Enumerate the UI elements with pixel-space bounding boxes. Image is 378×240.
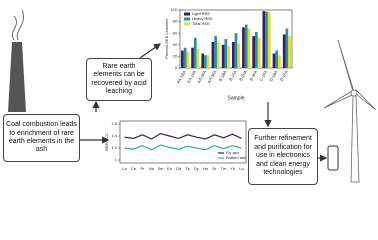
x-tick-label: Gd — [176, 166, 181, 171]
bar — [206, 55, 210, 68]
x-tick-label: Er — [213, 166, 218, 171]
bar — [265, 11, 268, 69]
x-tick-label: AA-2FA — [196, 69, 207, 84]
leach-caption: Rare earth elements can be recovered by … — [86, 58, 152, 101]
bar — [282, 34, 286, 68]
x-tick-label: Pr — [141, 166, 146, 171]
x-tick-label: B-3FA — [248, 69, 258, 81]
bar — [231, 41, 235, 68]
x-axis-label: Sample — [228, 95, 245, 101]
bar — [214, 36, 217, 68]
bar — [257, 37, 261, 68]
bar — [211, 41, 215, 68]
y-tick-label: 80 — [173, 19, 178, 24]
phone-icon — [327, 145, 339, 171]
y-tick-label: 1.2 — [111, 145, 117, 150]
y-tick-label: 40 — [173, 42, 178, 47]
x-tick-label: Tb — [185, 166, 190, 171]
bar — [247, 28, 251, 69]
legend-label: Total REE — [192, 21, 210, 26]
bar — [278, 55, 281, 68]
diagram: 0 20 40 60 80 100 Percent REE Leached Sample AA-… — [8, 7, 377, 183]
y-tick-label: 100 — [170, 7, 177, 12]
x-tick-label: B-2FA — [238, 69, 248, 81]
y-tick-label: 20 — [173, 53, 178, 58]
y-tick-label: 1.4 — [111, 133, 117, 138]
legend-label: Fly ash — [226, 150, 239, 155]
x-tick-label: Nd — [149, 166, 154, 171]
x-tick-label: Lu — [239, 166, 243, 171]
bar — [244, 24, 248, 68]
bar — [196, 48, 200, 68]
x-tick-label: AA-3FA — [206, 69, 217, 84]
legend-label: Heavy REE — [192, 16, 213, 21]
legend-swatch — [184, 12, 190, 16]
bar — [183, 47, 187, 68]
coal-caption: Coal combustion leads to enrichment of r… — [3, 114, 80, 162]
x-tick-label: Ce — [131, 166, 137, 171]
legend-swatch — [184, 22, 190, 26]
x-tick-label: AA-1BA — [175, 69, 187, 84]
line — [124, 132, 242, 140]
wind-turbine — [323, 39, 377, 183]
bar — [285, 28, 289, 69]
legend-label: Bottom ash — [226, 155, 246, 160]
x-tick-label: La — [122, 166, 127, 171]
x-tick-label: Tm — [221, 166, 227, 171]
y-tick-label: 0 — [175, 65, 178, 70]
x-tick-label: Yb — [230, 166, 236, 171]
x-tick-label: Sm — [158, 166, 165, 171]
x-tick-label: B-1FA — [228, 69, 238, 81]
smokestack — [8, 42, 26, 112]
legend-label: Light REE — [192, 11, 210, 16]
arrow — [139, 43, 161, 59]
bar — [191, 47, 194, 68]
y-tick-label: 1.6 — [111, 121, 117, 126]
bar — [288, 36, 291, 68]
bar — [216, 42, 220, 68]
x-tick-label: AA-1FA — [186, 69, 197, 84]
bar — [267, 12, 271, 68]
bar — [201, 53, 205, 68]
line — [124, 144, 242, 151]
x-tick-label: Dy — [194, 166, 199, 171]
bar — [224, 39, 228, 68]
graphical-abstract: 0 20 40 60 80 100 Percent REE Leached Sample AA-… — [3, 7, 377, 185]
refine-caption: Further refinement and purification for … — [248, 128, 318, 185]
bar — [227, 45, 230, 68]
bar — [262, 11, 266, 68]
bar — [252, 36, 256, 68]
y-tick-label: 1 — [115, 157, 118, 162]
bar — [255, 32, 258, 68]
x-tick-label: Ho — [203, 166, 209, 171]
smoke — [12, 9, 24, 41]
y-tick-label: 60 — [173, 30, 178, 35]
x-tick-label: D-1FA — [279, 69, 289, 82]
bar — [275, 50, 279, 68]
x-tick-label: C-1FA — [258, 69, 268, 82]
x-tick-label: Eu — [167, 166, 172, 171]
bar — [237, 43, 241, 68]
bar — [234, 33, 238, 68]
bar — [204, 55, 207, 68]
bar — [221, 44, 225, 68]
y-axis-label: Percent REE Leached — [164, 19, 169, 59]
x-tick-label: B-1BA — [217, 69, 227, 82]
bar — [272, 53, 276, 68]
legend-swatch — [184, 17, 190, 21]
y-axis-label: REE/UCC — [104, 133, 109, 151]
plot-frame — [119, 120, 247, 164]
bar — [193, 37, 197, 68]
x-tick-label: D-1BA — [268, 69, 278, 82]
bar — [186, 51, 190, 68]
bar — [181, 50, 184, 68]
bar — [242, 27, 245, 68]
